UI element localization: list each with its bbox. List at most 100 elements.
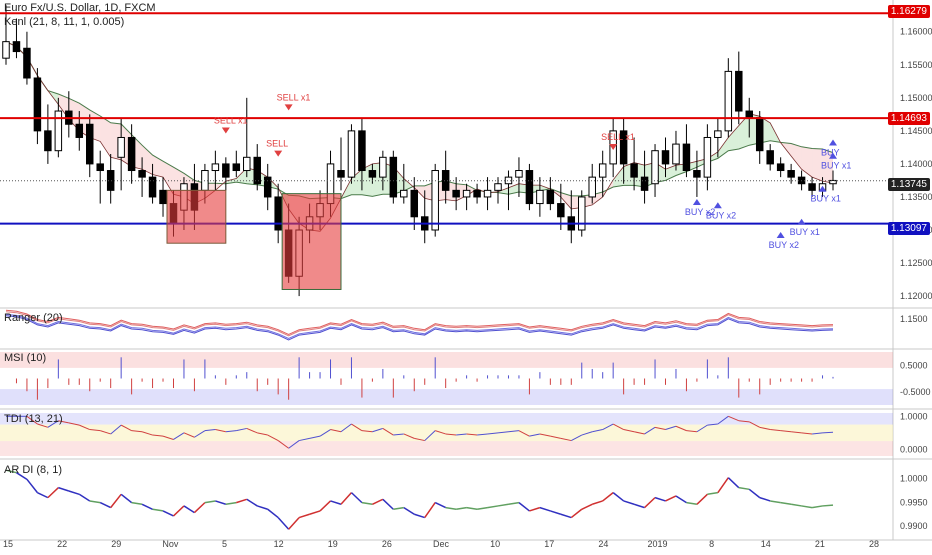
tdi-line-segment	[414, 437, 425, 442]
msi-axis-label: -0.5000	[900, 387, 931, 397]
ardi-line-segment	[215, 500, 227, 505]
tdi-line-segment	[780, 430, 792, 433]
buy-arrow-icon	[713, 202, 722, 209]
tdi-line-segment	[770, 429, 781, 432]
buy-arrow-icon	[692, 198, 701, 205]
buy-signal-label: BUY x1	[821, 161, 851, 171]
ardi-line-segment	[58, 486, 70, 492]
ardi-line-segment	[570, 508, 583, 519]
ranger-line	[5, 311, 834, 337]
sell-signal-label: SELL x1	[277, 92, 311, 102]
ardi-line-segment	[581, 503, 593, 510]
support-price-tag: 1.13097	[887, 222, 930, 235]
ardi-line-segment	[340, 492, 353, 505]
candle-body	[86, 123, 94, 165]
price-axis-label: 1.15000	[900, 93, 932, 103]
tdi-line-segment	[445, 433, 457, 436]
resistance-price-tag: 1.16279	[887, 5, 930, 18]
ardi-line-segment	[727, 477, 740, 489]
candle-body	[337, 170, 345, 178]
candle-body	[138, 170, 146, 178]
tdi-line-segment	[162, 435, 174, 440]
candle-body	[33, 77, 42, 132]
ardi-line-segment	[382, 498, 394, 510]
candle-body	[515, 170, 523, 178]
tdi-axis-label: 1.0000	[900, 411, 928, 421]
candle-body	[525, 170, 534, 205]
ardi-line-segment	[592, 500, 603, 505]
tdi-line-segment	[225, 430, 237, 433]
tdi-line-segment	[749, 421, 760, 428]
tdi-line-segment	[37, 423, 49, 428]
candle-body	[243, 156, 251, 172]
ardi-line-segment	[696, 493, 708, 505]
tdi-line-segment	[477, 433, 488, 436]
candle-body	[735, 70, 743, 112]
ardi-line-segment	[466, 506, 478, 511]
ardi-line-segment	[350, 492, 363, 504]
tdi-line-segment	[529, 433, 540, 437]
candle-body	[232, 163, 241, 172]
tdi-line-segment	[194, 430, 206, 438]
price-axis-label: 1.15500	[900, 60, 932, 70]
ardi-line-segment	[822, 504, 834, 507]
time-axis-label: 5	[222, 539, 227, 549]
candle-body	[75, 123, 84, 138]
candle-body	[431, 170, 439, 231]
tdi-line-segment	[79, 424, 90, 430]
ardi-line-segment	[550, 510, 562, 515]
price-axis-label: 1.12500	[900, 258, 932, 268]
time-axis-label: 29	[111, 539, 121, 549]
ardi-line-segment	[445, 506, 457, 511]
candle-body	[159, 189, 167, 205]
trend-band-segment	[142, 145, 153, 175]
tdi-line-segment	[330, 429, 342, 433]
ardi-line-segment	[89, 500, 101, 504]
ardi-line-segment	[37, 491, 49, 499]
candle-body	[441, 170, 450, 191]
tdi-line-segment	[68, 422, 80, 426]
candle-body	[651, 150, 659, 185]
candle-body	[211, 163, 220, 172]
time-axis-label: 10	[490, 539, 500, 549]
tdi-line-segment	[47, 420, 59, 428]
tdi-line-segment	[236, 427, 247, 432]
tdi-line-segment	[257, 432, 268, 436]
ardi-line-segment	[738, 486, 750, 491]
candle-body	[578, 196, 586, 231]
symbol-title: Euro Fx/U.S. Dollar, 1D, FXCM	[4, 2, 156, 14]
ardi-line-segment	[277, 517, 290, 530]
candle-body	[106, 170, 115, 191]
candle-body	[473, 189, 481, 198]
ardi-line-segment	[801, 505, 813, 509]
indicator-msi-title: MSI (10)	[4, 352, 47, 364]
ardi-line-segment	[193, 502, 206, 514]
candle-body	[117, 136, 125, 158]
ardi-line-segment	[560, 513, 572, 519]
trend-band-segment	[508, 183, 519, 195]
ardi-line-segment	[110, 493, 122, 509]
candle-body	[263, 176, 272, 198]
ardi-line-segment	[529, 506, 541, 512]
trend-band-segment	[560, 192, 572, 209]
ardi-line-segment	[748, 488, 761, 499]
tdi-line-segment	[791, 431, 802, 434]
ardi-line-segment	[288, 517, 300, 530]
sell-arrow-icon	[284, 104, 293, 111]
time-axis-label: 28	[869, 539, 879, 549]
candle-body	[2, 41, 10, 59]
tdi-line-segment	[560, 437, 572, 442]
time-axis-label: 12	[274, 539, 284, 549]
last-price-tag: 1.13745	[887, 178, 930, 191]
ardi-line-segment	[487, 505, 499, 509]
tdi-line-segment	[141, 431, 153, 436]
tdi-line-segment	[351, 423, 363, 432]
price-axis-label: 1.12000	[900, 291, 932, 301]
candle-body	[274, 196, 282, 231]
tdi-line-segment	[204, 429, 216, 432]
ardi-line-segment	[162, 510, 174, 517]
tdi-line-segment	[120, 424, 132, 432]
tdi-line-segment	[89, 429, 101, 432]
